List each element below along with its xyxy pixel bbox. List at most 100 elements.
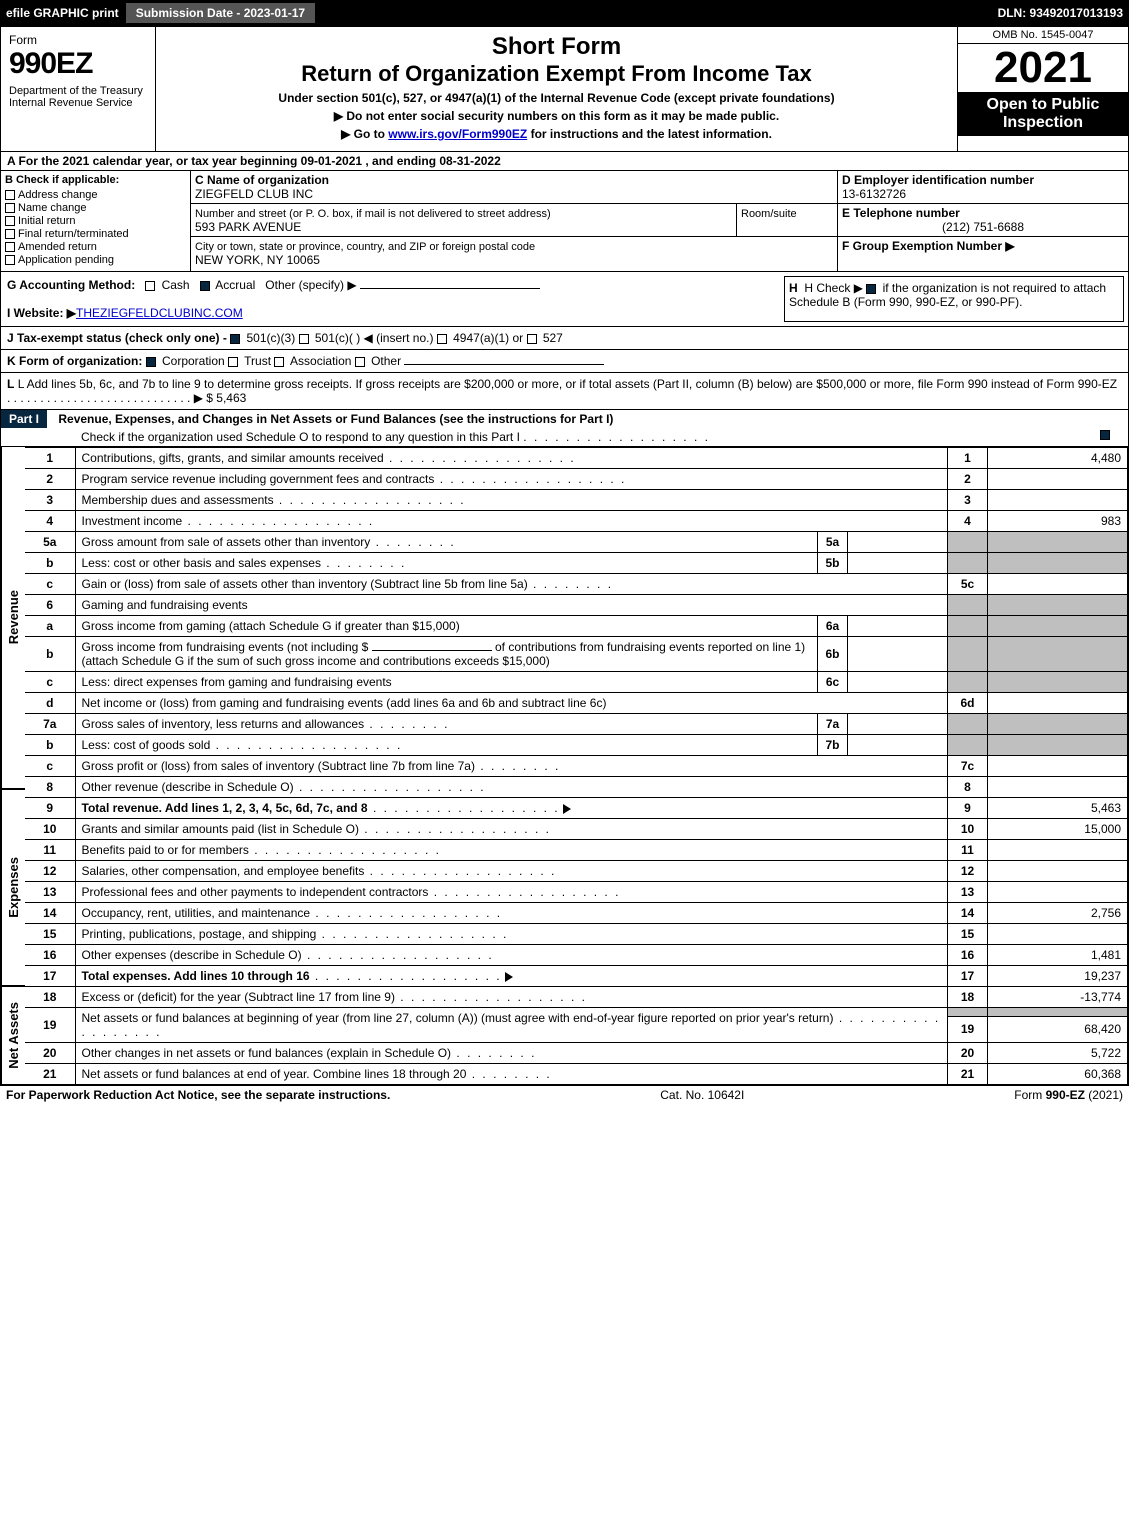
line-6b-shade2 [988,637,1128,672]
line-13-num: 13 [25,882,75,903]
dept-label: Department of the Treasury Internal Reve… [9,85,147,109]
section-c-label: C Name of organization [195,173,329,187]
line-7c-col: 7c [948,756,988,777]
line-10-col: 10 [948,819,988,840]
other-org-label: Other [368,354,401,368]
line-7a-desc: Gross sales of inventory, less returns a… [82,717,365,731]
line-6c-sublabel: 6c [818,672,848,693]
short-form-title: Short Form [164,33,949,61]
accrual-checkbox[interactable] [200,281,210,291]
line-5b-subval [848,553,948,574]
section-l: L L Add lines 5b, 6c, and 7b to line 9 t… [1,373,1128,410]
line-13-desc: Professional fees and other payments to … [82,885,429,899]
assoc-checkbox[interactable] [274,357,284,367]
form-container: Form 990EZ Department of the Treasury In… [0,26,1129,1086]
4947-checkbox[interactable] [437,334,447,344]
line-14-col: 14 [948,903,988,924]
527-label: 527 [540,331,563,345]
part1-schedule-o-checkbox[interactable] [1100,430,1110,440]
footer-cat-no: Cat. No. 10642I [660,1088,744,1102]
dln-label: DLN: 93492017013193 [998,6,1123,20]
page-footer: For Paperwork Reduction Act Notice, see … [0,1086,1129,1104]
initial-return-checkbox[interactable] [5,216,15,226]
triangle-icon [563,804,571,814]
line-6b-amount-input[interactable] [372,650,492,651]
501c-checkbox[interactable] [299,334,309,344]
section-g: G Accounting Method: Cash Accrual Other … [1,272,780,326]
line-5b-desc: Less: cost or other basis and sales expe… [82,556,321,570]
line-7b-num: b [25,735,75,756]
section-b-title: B Check if applicable: [5,174,119,186]
527-checkbox[interactable] [527,334,537,344]
line-9-val: 5,463 [988,798,1128,819]
line-11-col: 11 [948,840,988,861]
line-2-val [988,469,1128,490]
expenses-label-vertical: Expenses [4,855,23,920]
section-h: H H Check ▶ if the organization is not r… [784,276,1124,322]
line-21-desc: Net assets or fund balances at end of ye… [82,1067,467,1081]
line-19-val: 68,420 [988,1016,1128,1042]
part1-header: Part I Revenue, Expenses, and Changes in… [1,410,1128,447]
name-change-checkbox[interactable] [5,203,15,213]
line-12-desc: Salaries, other compensation, and employ… [82,864,365,878]
section-l-text: L Add lines 5b, 6c, and 7b to line 9 to … [7,377,1117,405]
footer-right-pre: Form [1014,1088,1045,1102]
line-6c-shade [948,672,988,693]
section-a: A For the 2021 calendar year, or tax yea… [1,152,1128,171]
sections-d-e-f: D Employer identification number 13-6132… [838,171,1128,271]
footer-right: Form 990-EZ (2021) [1014,1088,1123,1102]
line-21-col: 21 [948,1064,988,1085]
line-20-num: 20 [25,1043,75,1064]
other-method-input[interactable] [360,288,540,289]
line-6b-subval [848,637,948,672]
form-number: 990EZ [9,47,147,81]
ein-label: D Employer identification number [842,173,1034,187]
line-6b-shade [948,637,988,672]
line-8-col: 8 [948,777,988,798]
line-6a-subval [848,616,948,637]
irs-link[interactable]: www.irs.gov/Form990EZ [388,127,527,141]
other-org-checkbox[interactable] [355,357,365,367]
amended-return-checkbox[interactable] [5,242,15,252]
line-5a-shade [948,532,988,553]
501c3-checkbox[interactable] [230,334,240,344]
line-15-val [988,924,1128,945]
line-20-col: 20 [948,1043,988,1064]
footer-left: For Paperwork Reduction Act Notice, see … [6,1088,390,1102]
line-7a-shade2 [988,714,1128,735]
line-5b-num: b [25,553,75,574]
return-title: Return of Organization Exempt From Incom… [164,61,949,87]
trust-checkbox[interactable] [228,357,238,367]
line-17-desc: Total expenses. Add lines 10 through 16 [82,969,310,983]
line-18-desc: Excess or (deficit) for the year (Subtra… [82,990,395,1004]
line-5a-shade2 [988,532,1128,553]
group-exempt-label: F Group Exemption Number ▶ [842,239,1015,253]
line-6a-desc: Gross income from gaming (attach Schedul… [82,619,460,633]
line-7b-desc: Less: cost of goods sold [82,738,211,752]
corp-checkbox[interactable] [146,357,156,367]
cash-label: Cash [162,278,190,292]
section-b: B Check if applicable: Address change Na… [1,171,191,271]
line-14-desc: Occupancy, rent, utilities, and maintena… [82,906,311,920]
line-6c-desc: Less: direct expenses from gaming and fu… [82,675,392,689]
line-19-num: 19 [25,1008,75,1043]
website-link[interactable]: THEZIEGFELDCLUBINC.COM [76,306,243,320]
line-5c-desc: Gain or (loss) from sale of assets other… [82,577,528,591]
line-17-num: 17 [25,966,75,987]
app-pending-checkbox[interactable] [5,255,15,265]
final-return-checkbox[interactable] [5,229,15,239]
line-18-col: 18 [948,987,988,1008]
cash-checkbox[interactable] [145,281,155,291]
other-org-input[interactable] [404,364,604,365]
addr-change-checkbox[interactable] [5,190,15,200]
line-1-val: 4,480 [988,448,1128,469]
line-19-shade [948,1008,988,1017]
line-10-desc: Grants and similar amounts paid (list in… [82,822,359,836]
line-5a-sublabel: 5a [818,532,848,553]
instr-goto: ▶ Go to www.irs.gov/Form990EZ for instru… [164,127,949,141]
schedule-b-checkbox[interactable] [866,284,876,294]
line-6-shade2 [988,595,1128,616]
line-6b-num: b [25,637,75,672]
line-7b-subval [848,735,948,756]
line-6b-desc1: Gross income from fundraising events (no… [82,640,369,654]
